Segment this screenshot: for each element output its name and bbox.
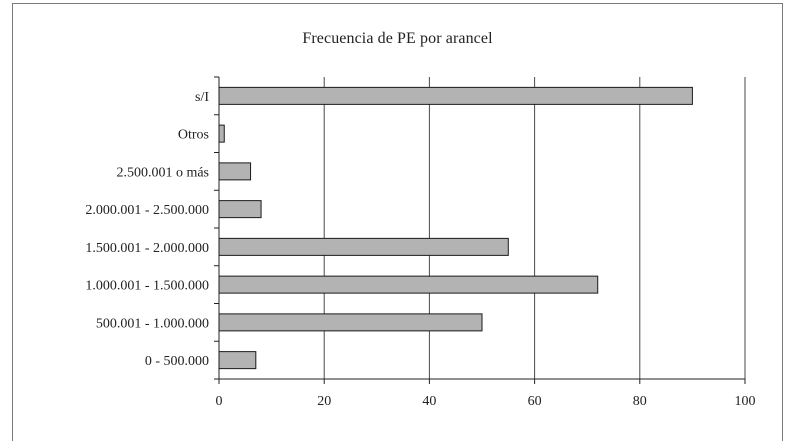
x-tick-label-4: 80 [633,394,647,409]
bar-4 [218,237,509,256]
bar-0 [218,86,693,105]
x-tick-label-1: 20 [317,394,331,409]
bar-2 [218,162,252,181]
bar-5 [218,275,599,294]
x-tick-label-2: 40 [422,394,436,409]
bar-6 [218,313,483,332]
y-tick-label-7: 0 - 500.000 [145,354,209,369]
y-tick-label-0: s/I [195,90,209,105]
y-tick-label-5: 1.000.001 - 1.500.000 [85,279,209,294]
x-tick-label-5: 100 [735,394,756,409]
x-tick-label-0: 0 [216,394,223,409]
bar-3 [218,200,262,219]
chart-title: Frecuencia de PE por arancel [302,30,493,47]
x-tick-label-3: 60 [528,394,542,409]
y-tick-label-2: 2.500.001 o más [116,165,209,180]
chart-frame [12,3,783,441]
bar-1 [218,124,225,143]
y-tick-label-4: 1.500.001 - 2.000.000 [85,241,209,256]
bar-7 [218,351,257,370]
y-tick-label-1: Otros [178,128,209,143]
y-tick-label-3: 2.000.001 - 2.500.000 [85,203,209,218]
y-tick-label-6: 500.001 - 1.000.000 [96,316,209,331]
